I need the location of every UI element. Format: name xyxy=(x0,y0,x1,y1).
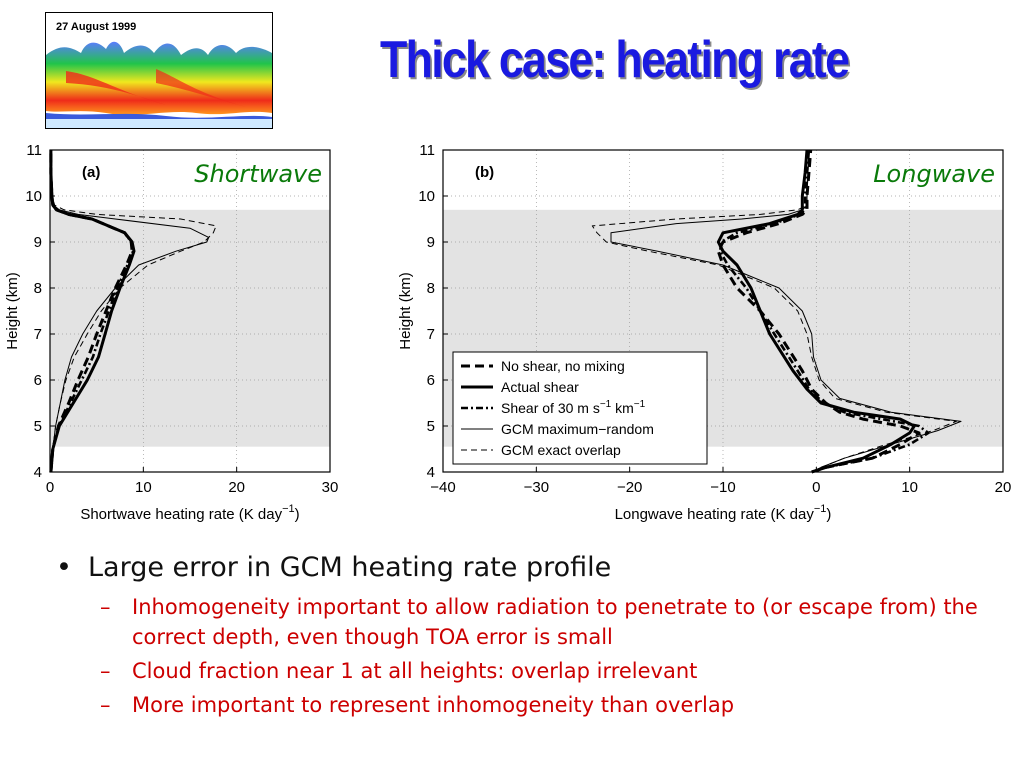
legend-box xyxy=(452,351,708,465)
slide-title: Thick case: heating rate xyxy=(380,31,850,89)
x-tick-label: −10 xyxy=(710,479,735,496)
y-tick-label: 6 xyxy=(427,372,435,389)
series-line-dashdot-thick xyxy=(49,150,135,473)
bullet-list: • Large error in GCM heating rate profil… xyxy=(50,548,1010,720)
panel-label: (a) xyxy=(82,164,100,181)
bullet-dash: – xyxy=(100,595,111,619)
x-tick-label: 10 xyxy=(135,479,152,496)
sub-bullet-1-text: Inhomogeneity important to allow radiati… xyxy=(132,595,978,649)
legend-entry: GCM exact overlap xyxy=(501,442,621,458)
x-axis-label: Longwave heating rate (K day−1) xyxy=(615,503,832,523)
x-tick-label: 0 xyxy=(812,479,820,496)
y-tick-label: 7 xyxy=(34,326,42,343)
legend-entry: No shear, no mixing xyxy=(501,358,625,374)
series-line-dashed-thin xyxy=(591,149,957,473)
cloud-radar-thumbnail: 27 August 1999 xyxy=(45,12,273,129)
bullet-main-text: Large error in GCM heating rate profile xyxy=(88,552,612,583)
legend-entry: GCM maximum−random xyxy=(501,421,654,437)
series-line-dashed-thin xyxy=(50,149,217,473)
y-tick-label: 9 xyxy=(34,234,42,251)
shortwave-chart: 0 10 20 30 4 5 6 7 8 9 10 11 (a) Shortwave Shortwave h… xyxy=(4,142,338,523)
x-tick-label: 20 xyxy=(995,479,1012,496)
y-axis-label: Height (km) xyxy=(4,272,21,350)
y-tick-label: 5 xyxy=(427,418,435,435)
chart-title: Longwave xyxy=(873,160,995,188)
panel-label: (b) xyxy=(475,164,494,181)
chart-title: Shortwave xyxy=(194,160,322,188)
y-tick-label: 4 xyxy=(427,464,435,481)
y-tick-label: 8 xyxy=(427,280,435,297)
legend: No shear, no mixing Actual shear Shear of … xyxy=(452,351,708,465)
sub-bullet-2: – Cloud fraction near 1 at all heights: … xyxy=(50,656,1010,686)
y-tick-label: 5 xyxy=(34,418,42,435)
sub-bullet-1: – Inhomogeneity important to allow radia… xyxy=(50,592,1010,652)
series-line-solid-thin xyxy=(610,149,962,473)
y-tick-label: 8 xyxy=(34,280,42,297)
cloud-layer-shading xyxy=(50,209,330,447)
bullet-main: • Large error in GCM heating rate profil… xyxy=(50,548,1010,588)
x-tick-label: −30 xyxy=(524,479,549,496)
thumbnail-date-label: 27 August 1999 xyxy=(56,21,137,33)
y-tick-label: 10 xyxy=(418,188,435,205)
bullet-dot: • xyxy=(56,552,72,583)
sub-bullet-2-text: Cloud fraction near 1 at all heights: ov… xyxy=(132,659,698,683)
charts-area: 0 10 20 30 4 5 6 7 8 9 10 11 (a) Shortwave Shortwave h… xyxy=(4,142,1011,523)
legend-entry: Actual shear xyxy=(501,379,579,395)
x-tick-label: 0 xyxy=(46,479,54,496)
longwave-chart: −40 −30 −20 −10 0 10 20 4 5 6 7 8 9 10 11 (b) Longwave Lo… xyxy=(397,142,1011,523)
bullet-dash: – xyxy=(100,659,111,683)
y-tick-label: 11 xyxy=(419,142,435,159)
y-tick-label: 6 xyxy=(34,372,42,389)
x-axis-label: Shortwave heating rate (K day−1) xyxy=(80,503,299,523)
y-tick-label: 7 xyxy=(427,326,435,343)
x-tick-label: −40 xyxy=(430,479,455,496)
x-tick-label: 30 xyxy=(322,479,339,496)
y-tick-label: 10 xyxy=(25,188,42,205)
y-axis-label: Height (km) xyxy=(397,272,414,350)
x-tick-label: 10 xyxy=(901,479,918,496)
y-tick-label: 11 xyxy=(26,142,42,159)
sub-bullet-3-text: More important to represent inhomogeneit… xyxy=(132,693,735,717)
y-tick-label: 9 xyxy=(427,234,435,251)
x-tick-label: 20 xyxy=(228,479,245,496)
sub-bullet-3: – More important to represent inhomogene… xyxy=(50,690,1010,720)
x-tick-label: −20 xyxy=(617,479,642,496)
legend-entry: Shear of 30 m s−1 km−1 xyxy=(501,399,646,416)
plot-frame xyxy=(49,149,331,473)
bullet-dash: – xyxy=(100,693,111,717)
y-tick-label: 4 xyxy=(34,464,42,481)
radar-image xyxy=(46,41,272,128)
plot-frame xyxy=(442,149,1004,473)
